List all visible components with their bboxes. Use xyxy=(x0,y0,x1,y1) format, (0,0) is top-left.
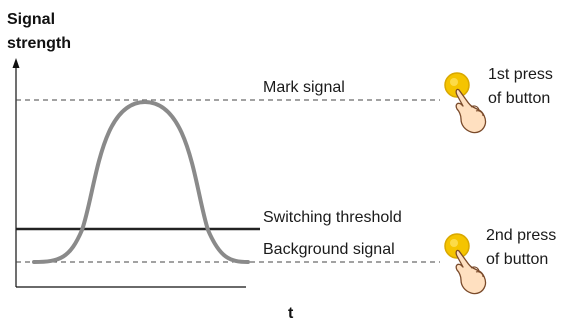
y-axis-arrow xyxy=(12,58,20,68)
second-press-button xyxy=(444,233,487,295)
y-axis-label-line1: Signal xyxy=(7,11,55,28)
y-axis-label-line2: strength xyxy=(7,35,71,52)
x-axis-label: t xyxy=(288,305,294,322)
finger-press-icon xyxy=(455,249,487,295)
button-circle-icon xyxy=(444,233,470,259)
signal-curve xyxy=(32,99,250,264)
first-press-label-line1: 1st press xyxy=(488,66,553,83)
first-press-label-line2: of button xyxy=(488,90,550,107)
second-press-label-line1: 2nd press xyxy=(486,227,556,244)
axes xyxy=(12,58,246,288)
finger-press-icon xyxy=(455,88,487,134)
mark-signal-label: Mark signal xyxy=(263,79,345,96)
switching-threshold-label: Switching threshold xyxy=(263,209,402,226)
first-press-button xyxy=(444,72,487,134)
second-press-label-line2: of button xyxy=(486,251,548,268)
button-circle-icon xyxy=(444,72,470,98)
background-signal-label: Background signal xyxy=(263,241,395,258)
